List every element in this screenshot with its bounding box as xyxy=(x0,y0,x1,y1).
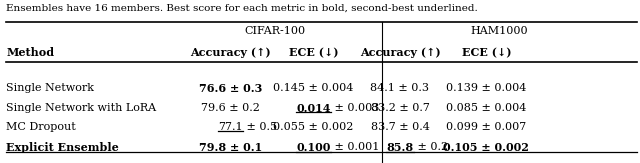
Text: ± 0.5: ± 0.5 xyxy=(243,122,277,132)
Text: ECE (↓): ECE (↓) xyxy=(289,47,339,58)
Text: 0.099 ± 0.007: 0.099 ± 0.007 xyxy=(446,122,527,132)
Text: ECE (↓): ECE (↓) xyxy=(461,47,511,58)
Text: 76.6 ± 0.3: 76.6 ± 0.3 xyxy=(198,83,262,94)
Text: 85.8: 85.8 xyxy=(387,142,413,153)
Text: HAM1000: HAM1000 xyxy=(470,26,528,36)
Text: 0.145 ± 0.004: 0.145 ± 0.004 xyxy=(273,83,354,93)
Text: Accuracy (↑): Accuracy (↑) xyxy=(360,47,440,58)
Text: 0.055 ± 0.002: 0.055 ± 0.002 xyxy=(273,122,354,132)
Text: 0.085 ± 0.004: 0.085 ± 0.004 xyxy=(446,103,527,113)
Text: ± 0.003: ± 0.003 xyxy=(331,103,380,113)
Text: Ensembles have 16 members. Best score for each metric in bold, second-best under: Ensembles have 16 members. Best score fo… xyxy=(6,3,478,12)
Text: 0.100: 0.100 xyxy=(296,142,331,153)
Text: 77.1: 77.1 xyxy=(218,122,243,132)
Text: Single Network: Single Network xyxy=(6,83,95,93)
Text: 79.8 ± 0.1: 79.8 ± 0.1 xyxy=(199,142,262,153)
Text: Method: Method xyxy=(6,47,54,58)
Text: 0.139 ± 0.004: 0.139 ± 0.004 xyxy=(446,83,527,93)
Text: 83.2 ± 0.7: 83.2 ± 0.7 xyxy=(371,103,429,113)
Text: MC Dropout: MC Dropout xyxy=(6,122,76,132)
Text: 0.014: 0.014 xyxy=(296,103,331,114)
Text: 84.1 ± 0.3: 84.1 ± 0.3 xyxy=(371,83,429,93)
Text: 0.105 ± 0.002: 0.105 ± 0.002 xyxy=(444,142,529,153)
Text: Explicit Ensemble: Explicit Ensemble xyxy=(6,142,119,153)
Text: CIFAR-100: CIFAR-100 xyxy=(244,26,306,36)
Text: ± 0.001: ± 0.001 xyxy=(331,142,379,152)
Text: Single Network with LoRA: Single Network with LoRA xyxy=(6,103,157,113)
Text: Accuracy (↑): Accuracy (↑) xyxy=(190,47,271,58)
Text: 79.6 ± 0.2: 79.6 ± 0.2 xyxy=(201,103,260,113)
Text: 83.7 ± 0.4: 83.7 ± 0.4 xyxy=(371,122,429,132)
Text: ± 0.2: ± 0.2 xyxy=(413,142,448,152)
